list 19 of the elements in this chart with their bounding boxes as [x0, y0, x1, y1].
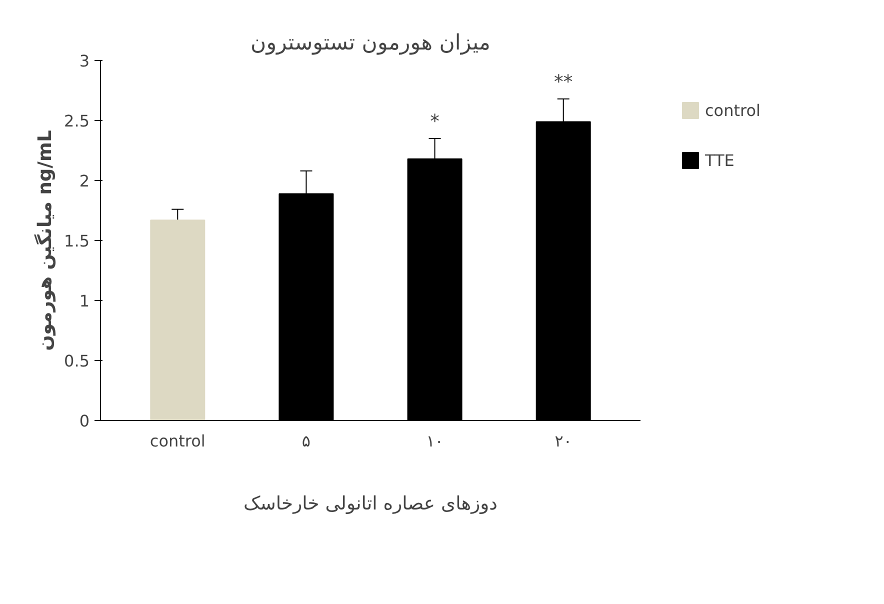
y-tick-label: 1.5: [64, 232, 90, 250]
x-tick-label: ۵: [302, 432, 311, 450]
y-axis-title: میانگین هورمون ng/mL: [34, 130, 56, 351]
y-tick-label: 2: [79, 172, 90, 190]
legend-label: control: [705, 100, 760, 120]
annotation: *: [430, 112, 440, 132]
bar: [150, 220, 206, 420]
x-axis-title: دوزهای عصاره اتانولی خارخاسک: [244, 494, 498, 514]
y-tick-label: 2.5: [64, 112, 90, 130]
y-tick-label: 0: [79, 412, 90, 430]
x-tick-label: ۲۰: [554, 432, 572, 450]
annotation: **: [554, 72, 573, 93]
chart-title: میزان هورمون تستوسترون: [250, 30, 490, 56]
y-tick-label: 1: [79, 292, 90, 310]
legend-label: TTE: [705, 150, 734, 170]
x-tick-label: ۱۰: [426, 432, 444, 450]
y-tick-label: 3: [79, 52, 90, 70]
y-tick-label: 0.5: [64, 352, 90, 370]
x-tick-label: control: [150, 432, 206, 450]
